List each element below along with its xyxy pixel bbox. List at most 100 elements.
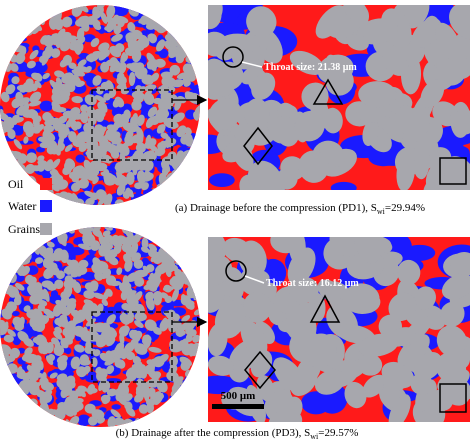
grain <box>118 62 127 74</box>
grain <box>7 128 16 140</box>
grain <box>46 145 56 155</box>
grain <box>13 9 21 19</box>
pore-water <box>2 170 10 177</box>
grain <box>180 295 192 306</box>
pore-water <box>7 9 15 19</box>
grain <box>64 320 77 332</box>
pore-water <box>186 17 195 22</box>
grain <box>290 365 318 396</box>
grain <box>152 97 163 105</box>
grain <box>113 356 123 366</box>
grain <box>412 143 430 180</box>
grain <box>181 315 191 323</box>
grain <box>37 160 49 167</box>
grain <box>91 357 98 368</box>
grain <box>186 384 200 391</box>
grain <box>6 379 16 388</box>
scale-bar <box>212 404 264 409</box>
grain <box>136 378 144 387</box>
grain <box>1 372 11 380</box>
grain <box>187 167 197 179</box>
pore-water <box>26 408 41 421</box>
grain <box>94 270 104 281</box>
grain <box>141 334 151 345</box>
grain <box>247 160 283 190</box>
pore-water <box>154 412 170 421</box>
grain <box>50 420 60 427</box>
grain <box>180 133 193 145</box>
grain <box>194 394 200 402</box>
grain <box>194 363 200 373</box>
grain <box>148 272 155 287</box>
pore-water <box>5 407 18 417</box>
pore-water <box>0 29 6 34</box>
grain <box>62 165 72 176</box>
grain <box>172 182 180 197</box>
pore-water <box>155 236 163 241</box>
pore-water <box>178 261 186 269</box>
pore-water <box>180 162 189 171</box>
grain <box>62 386 73 397</box>
grain <box>8 15 19 25</box>
grain <box>165 180 173 188</box>
grain <box>35 315 50 326</box>
pore-water <box>177 257 190 270</box>
grain <box>214 300 246 339</box>
grain <box>388 394 411 422</box>
grain <box>133 259 144 269</box>
zoom-box <box>91 89 173 161</box>
pore-water <box>186 377 198 388</box>
pore-water <box>0 44 5 52</box>
grain <box>112 97 122 108</box>
grain <box>173 277 186 286</box>
grain <box>208 280 225 313</box>
grain <box>5 305 13 316</box>
grain <box>17 20 26 27</box>
grain <box>193 262 200 271</box>
grain <box>174 17 185 27</box>
grain <box>142 389 150 398</box>
grain <box>173 376 184 384</box>
grain <box>158 409 166 419</box>
pore-water <box>180 175 196 183</box>
grain <box>0 421 4 427</box>
grain <box>83 130 94 143</box>
grain <box>144 84 157 92</box>
grain <box>66 380 76 389</box>
grain <box>158 411 170 423</box>
grain <box>164 185 176 199</box>
throat-pointer <box>244 275 265 284</box>
grain <box>329 237 364 257</box>
grain <box>81 169 92 180</box>
grain <box>179 243 187 252</box>
grain <box>77 243 92 251</box>
grain <box>181 228 191 238</box>
grain <box>176 391 186 400</box>
pore-water <box>21 416 36 427</box>
grain <box>23 101 30 111</box>
grain <box>172 404 182 416</box>
grain <box>94 162 108 172</box>
grain <box>167 229 180 242</box>
grain <box>134 182 144 190</box>
grain <box>155 415 164 424</box>
grain <box>0 246 8 255</box>
pore-water <box>189 85 200 90</box>
grain <box>13 139 23 150</box>
grain <box>411 18 442 48</box>
grain <box>85 341 93 351</box>
grain <box>0 37 7 46</box>
grain <box>22 353 33 364</box>
pore-water <box>188 277 200 285</box>
grain <box>178 28 187 36</box>
grain <box>23 136 29 144</box>
grain <box>176 125 187 138</box>
grain <box>9 387 19 397</box>
grain <box>53 330 63 340</box>
grain <box>165 136 171 149</box>
grain <box>145 116 155 129</box>
grain <box>119 84 127 93</box>
pore-water <box>11 310 20 317</box>
grain <box>13 236 28 249</box>
grain <box>0 417 9 424</box>
